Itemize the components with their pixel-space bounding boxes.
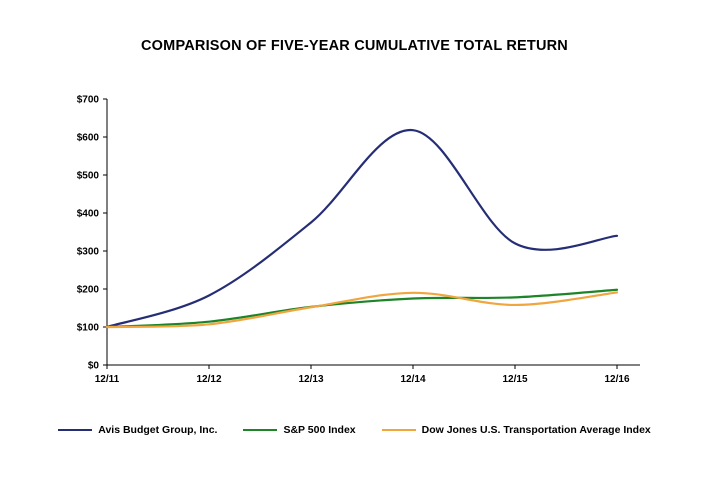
x-axis-tick-label: 12/11 (95, 374, 120, 385)
chart-legend: Avis Budget Group, Inc. S&P 500 Index Do… (0, 424, 709, 436)
legend-swatch-dj-transport (381, 429, 416, 431)
line-chart: $0 $100 $200 $300 $400 $500 $600 $700 12/11 12/12… (77, 95, 640, 385)
y-axis-tick-label: $700 (77, 95, 100, 106)
chart-title: COMPARISON OF FIVE-YEAR CUMULATIVE TOTAL… (141, 38, 568, 54)
y-axis-tick-label: $200 (77, 285, 100, 296)
legend-label-avis: Avis Budget Group, Inc. (98, 424, 218, 436)
y-axis-tick-label: $100 (77, 323, 100, 334)
x-axis-tick-label: 12/14 (400, 374, 425, 385)
legend-swatch-avis (58, 429, 93, 431)
x-axis-tick-label: 12/13 (298, 374, 323, 385)
y-axis-tick-label: $0 (88, 361, 100, 372)
x-axis-tick-label: 12/16 (604, 374, 629, 385)
series-line-0 (105, 129, 619, 329)
x-axis-tick-label: 12/15 (502, 374, 527, 385)
y-axis-tick-label: $400 (77, 209, 100, 220)
x-axis-tick-label: 12/12 (196, 374, 221, 385)
y-axis-tick-label: $300 (77, 247, 100, 258)
series-line-2 (105, 291, 619, 329)
series-line-1 (105, 288, 619, 329)
legend-item-sp500: S&P 500 Index (243, 424, 356, 436)
legend-item-dj-transport: Dow Jones U.S. Transportation Average In… (381, 424, 651, 436)
y-axis-tick-label: $600 (77, 133, 100, 144)
legend-item-avis: Avis Budget Group, Inc. (58, 424, 217, 436)
legend-label-sp500: S&P 500 Index (283, 424, 356, 436)
legend-swatch-sp500 (243, 429, 278, 431)
y-axis-tick-label: $500 (77, 171, 100, 182)
legend-label-dj-transport: Dow Jones U.S. Transportation Average In… (421, 424, 651, 436)
